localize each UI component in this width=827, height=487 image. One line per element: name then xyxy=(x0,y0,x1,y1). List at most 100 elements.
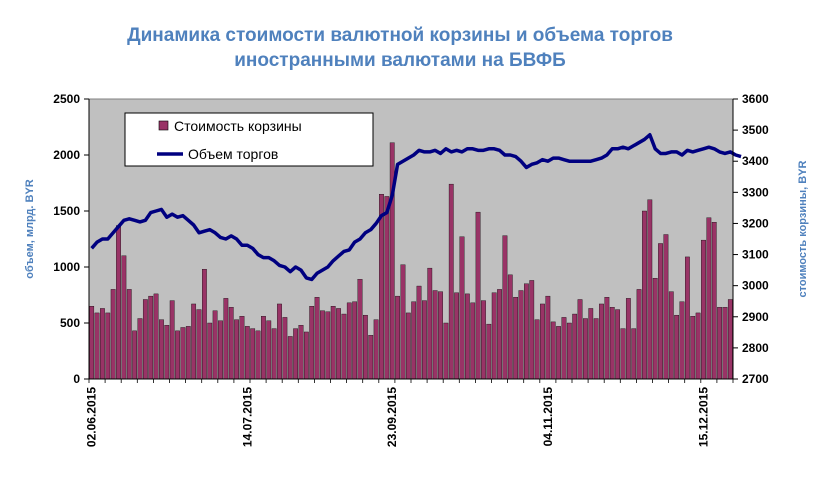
bar xyxy=(330,306,336,380)
right-tick-label: 3500 xyxy=(742,123,769,137)
bar xyxy=(711,222,717,380)
bar xyxy=(706,217,712,380)
bar xyxy=(534,319,540,380)
bar xyxy=(153,293,159,380)
bar xyxy=(325,311,331,380)
bar xyxy=(658,243,663,380)
bar-series xyxy=(89,142,733,380)
bar xyxy=(169,300,175,380)
bar xyxy=(427,267,433,380)
bar xyxy=(207,322,213,380)
x-tick-label: 15.12.2015 xyxy=(696,387,710,447)
legend-bar-swatch xyxy=(158,120,169,131)
bar xyxy=(110,289,116,380)
legend-bar-label: Стоимость корзины xyxy=(174,118,302,134)
bar xyxy=(459,236,465,380)
bar xyxy=(475,211,481,380)
bar xyxy=(336,308,341,380)
bar xyxy=(234,319,239,380)
bar xyxy=(448,183,454,380)
bar xyxy=(438,291,443,380)
bar xyxy=(180,327,186,380)
bar xyxy=(454,292,459,380)
bar xyxy=(379,194,384,380)
bar xyxy=(636,289,642,380)
bar xyxy=(529,280,535,380)
bar xyxy=(717,307,722,380)
bar xyxy=(411,301,417,380)
bar xyxy=(212,310,218,380)
bar xyxy=(642,210,647,380)
bar xyxy=(255,330,261,380)
bar xyxy=(507,274,513,380)
bar xyxy=(261,316,266,380)
bar xyxy=(218,320,223,380)
bar xyxy=(175,330,180,380)
right-tick-label: 2700 xyxy=(742,372,769,386)
left-tick-label: 2500 xyxy=(53,92,80,106)
left-axis-ticks: 0 500 1000 1500 2000 2500 xyxy=(53,92,89,386)
bar xyxy=(100,308,105,380)
bar xyxy=(244,326,250,380)
bar xyxy=(679,301,685,380)
bar xyxy=(293,328,298,380)
left-tick-label: 0 xyxy=(73,372,80,386)
bar xyxy=(647,199,653,380)
bar xyxy=(540,303,545,380)
x-tick-label: 02.06.2015 xyxy=(85,387,99,447)
legend-line-label: Объем торгов xyxy=(188,146,278,162)
right-tick-label: 2900 xyxy=(742,310,769,324)
bar xyxy=(250,328,256,380)
bar xyxy=(416,285,422,380)
bar xyxy=(363,314,368,380)
bar xyxy=(577,299,583,380)
right-axis-ticks: 2700 2800 2900 3000 3100 3200 3300 3400 3500 3600 xyxy=(733,92,769,386)
bar xyxy=(126,289,132,380)
bar xyxy=(652,278,658,380)
bar xyxy=(668,291,674,380)
bar xyxy=(722,307,728,380)
x-tick-label: 04.11.2015 xyxy=(541,387,555,447)
bar xyxy=(116,225,121,380)
bar xyxy=(142,299,148,380)
bar xyxy=(223,298,229,380)
bar xyxy=(137,318,143,380)
bar xyxy=(561,317,567,380)
legend: Стоимость корзины Объем торгов xyxy=(124,112,374,167)
bar xyxy=(470,302,476,380)
bar xyxy=(395,295,400,380)
bar xyxy=(196,309,202,380)
bar xyxy=(486,323,492,380)
bar xyxy=(341,313,347,380)
bar xyxy=(239,316,245,380)
right-tick-label: 3100 xyxy=(742,248,769,262)
bar xyxy=(556,326,561,380)
right-tick-label: 2800 xyxy=(742,341,769,355)
bar xyxy=(599,303,604,380)
bar xyxy=(593,318,599,380)
bar xyxy=(320,310,325,380)
bar xyxy=(303,331,309,380)
bar xyxy=(588,308,594,380)
bar xyxy=(615,309,620,380)
left-axis-label: объем, млрд. BYR xyxy=(24,179,36,279)
bar xyxy=(502,235,508,380)
right-tick-label: 3600 xyxy=(742,92,769,106)
bar xyxy=(432,290,438,380)
bar xyxy=(287,336,293,380)
chart-title-line-1: Динамика стоимости валютной корзины и об… xyxy=(127,25,673,46)
bar xyxy=(132,330,137,380)
bar xyxy=(352,301,358,380)
bar xyxy=(631,328,637,380)
bar xyxy=(228,307,234,380)
bar xyxy=(695,312,701,380)
bar xyxy=(572,313,578,380)
bar xyxy=(464,293,470,380)
bar xyxy=(663,234,669,380)
bar xyxy=(701,239,706,380)
bar xyxy=(727,299,733,380)
right-tick-label: 3000 xyxy=(742,279,769,293)
bar xyxy=(266,320,272,380)
bar xyxy=(159,319,164,380)
